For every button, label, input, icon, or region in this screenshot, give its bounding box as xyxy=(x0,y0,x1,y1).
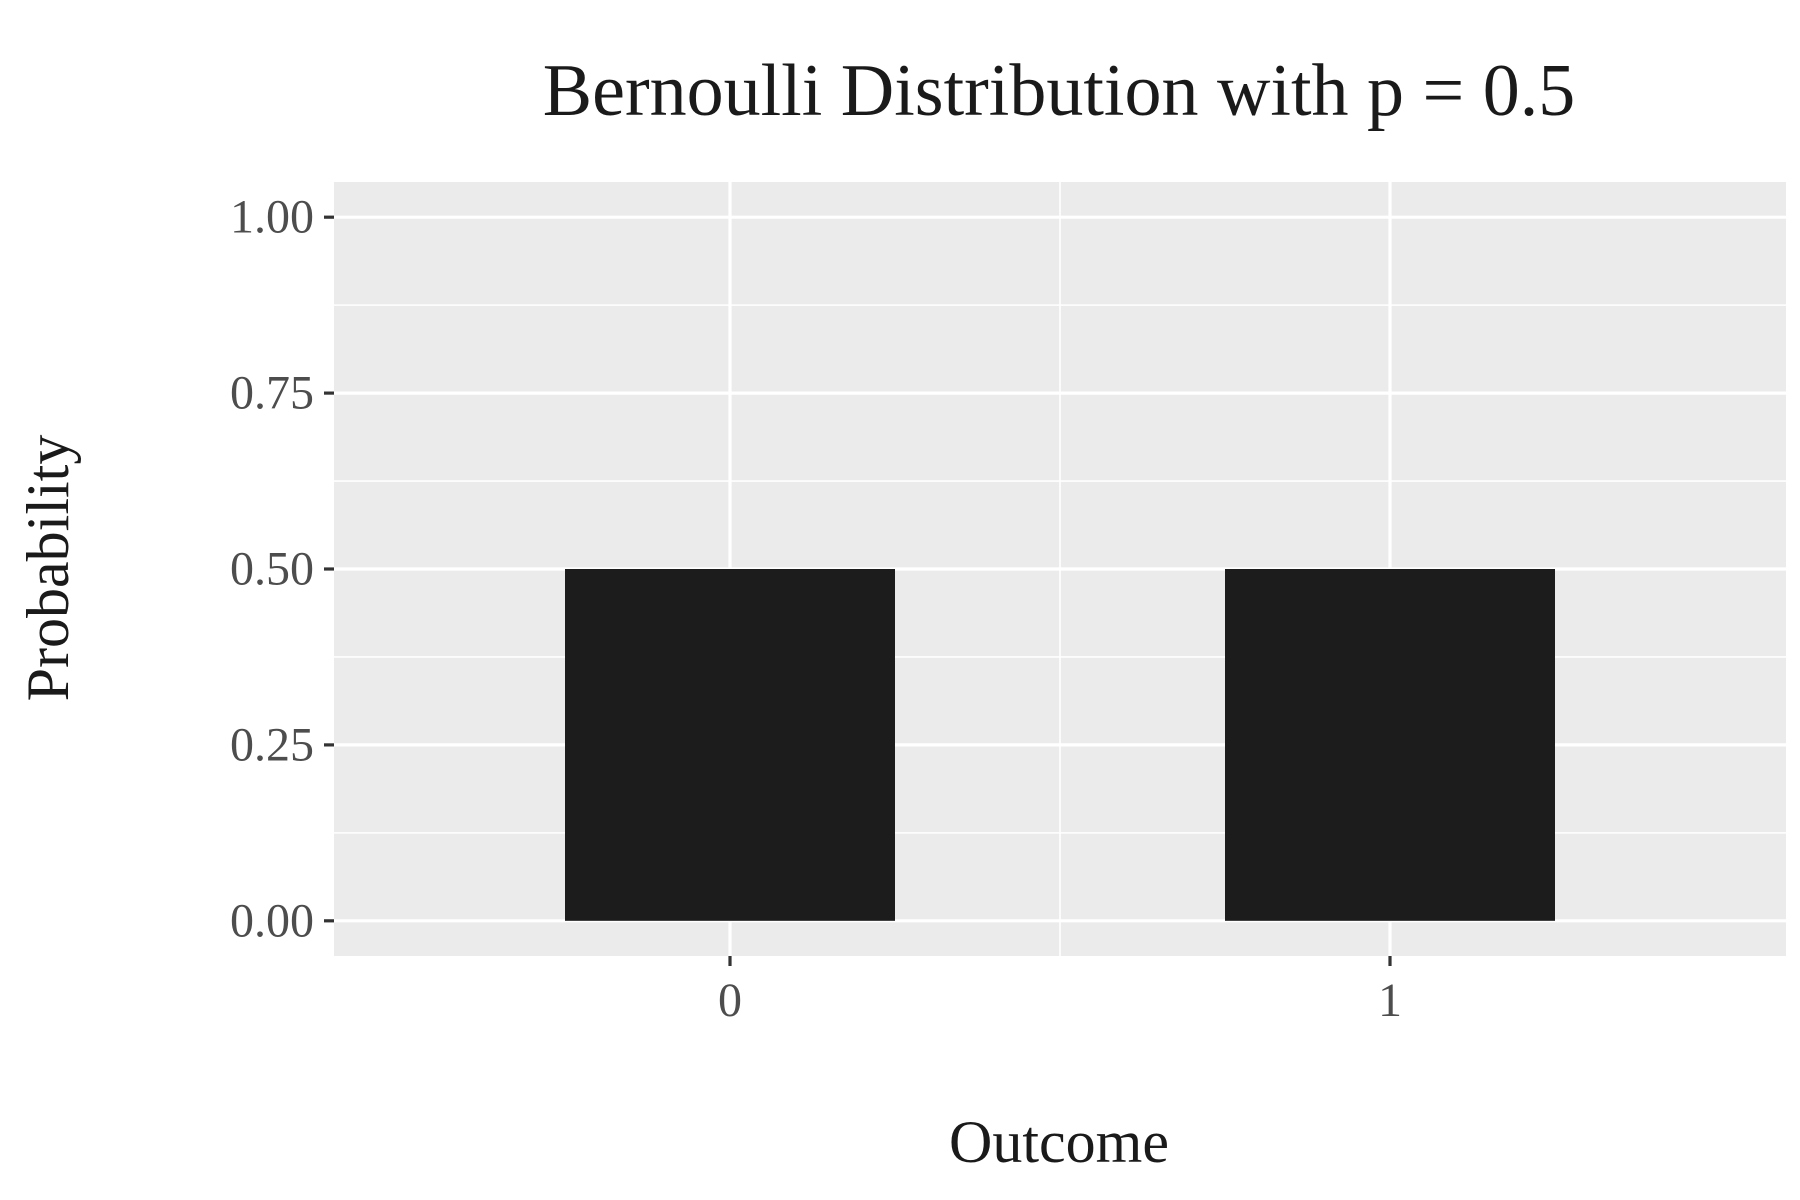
axes: 0.00 0.25 0.50 0.75 1.00 0 1 xyxy=(230,191,1402,1027)
bars xyxy=(565,569,1555,921)
y-tick-label: 0.75 xyxy=(230,367,314,420)
y-tick-label: 1.00 xyxy=(230,191,314,244)
chart-title: Bernoulli Distribution with p = 0.5 xyxy=(543,50,1576,132)
y-axis-title: Probability xyxy=(15,435,81,702)
x-axis-title: Outcome xyxy=(949,1109,1169,1175)
y-tick-label: 0.00 xyxy=(230,894,314,947)
bar-1 xyxy=(1225,569,1555,921)
bar-0 xyxy=(565,569,895,921)
x-tick-label: 1 xyxy=(1378,974,1402,1027)
x-tick-label: 0 xyxy=(718,974,742,1027)
y-tick-label: 0.50 xyxy=(230,543,314,596)
y-tick-label: 0.25 xyxy=(230,718,314,771)
